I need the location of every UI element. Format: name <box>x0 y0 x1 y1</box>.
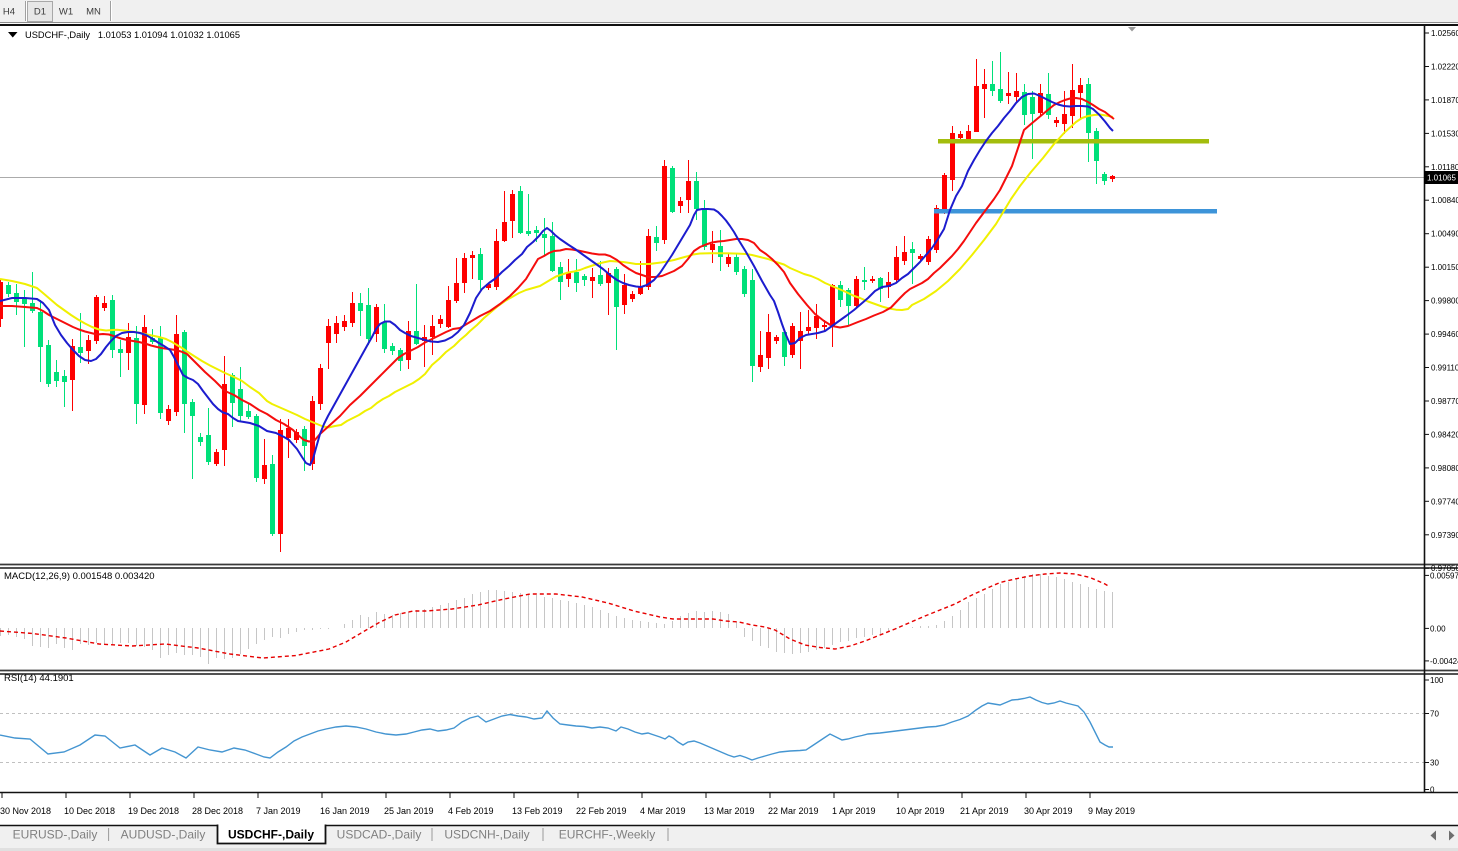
svg-text:4 Mar 2019: 4 Mar 2019 <box>640 806 686 816</box>
svg-text:1.01065: 1.01065 <box>1427 174 1456 183</box>
svg-text:30: 30 <box>1430 759 1439 768</box>
svg-text:30 Apr 2019: 30 Apr 2019 <box>1024 806 1073 816</box>
svg-text:0.99110: 0.99110 <box>1431 364 1458 373</box>
svg-text:4 Feb 2019: 4 Feb 2019 <box>448 806 494 816</box>
svg-text:21 Apr 2019: 21 Apr 2019 <box>960 806 1009 816</box>
svg-text:1.02560: 1.02560 <box>1431 29 1458 38</box>
svg-text:13 Feb 2019: 13 Feb 2019 <box>512 806 563 816</box>
svg-text:0.97740: 0.97740 <box>1431 497 1458 506</box>
svg-text:10 Apr 2019: 10 Apr 2019 <box>896 806 945 816</box>
svg-text:USDCNH-,Daily: USDCNH-,Daily <box>444 828 529 842</box>
svg-text:13 Mar 2019: 13 Mar 2019 <box>704 806 755 816</box>
svg-text:10 Dec 2018: 10 Dec 2018 <box>64 806 115 816</box>
svg-text:1.01180: 1.01180 <box>1431 163 1458 172</box>
svg-text:-0.004243: -0.004243 <box>1430 657 1458 666</box>
svg-text:19 Dec 2018: 19 Dec 2018 <box>128 806 179 816</box>
svg-text:0: 0 <box>1430 786 1435 795</box>
svg-text:EURCHF-,Weekly: EURCHF-,Weekly <box>559 828 655 842</box>
svg-text:EURUSD-,Daily: EURUSD-,Daily <box>13 828 98 842</box>
svg-text:USDCAD-,Daily: USDCAD-,Daily <box>337 828 422 842</box>
svg-text:7 Jan 2019: 7 Jan 2019 <box>256 806 301 816</box>
svg-text:16 Jan 2019: 16 Jan 2019 <box>320 806 370 816</box>
svg-text:AUDUSD-,Daily: AUDUSD-,Daily <box>121 828 206 842</box>
svg-text:W1: W1 <box>59 7 73 18</box>
svg-text:H4: H4 <box>3 7 15 18</box>
svg-text:70: 70 <box>1430 710 1439 719</box>
svg-text:1.00490: 1.00490 <box>1431 230 1458 239</box>
svg-text:0.98080: 0.98080 <box>1431 464 1458 473</box>
svg-text:100: 100 <box>1430 676 1444 685</box>
svg-text:1 Apr 2019: 1 Apr 2019 <box>832 806 876 816</box>
svg-text:1.00840: 1.00840 <box>1431 196 1458 205</box>
svg-text:1.01530: 1.01530 <box>1431 129 1458 138</box>
svg-text:1.02220: 1.02220 <box>1431 63 1458 72</box>
svg-text:28 Dec 2018: 28 Dec 2018 <box>192 806 243 816</box>
svg-text:30 Nov 2018: 30 Nov 2018 <box>0 806 51 816</box>
svg-text:USDCHF-,Daily: USDCHF-,Daily <box>228 828 314 842</box>
svg-text:MACD(12,26,9) 0.001548 0.00342: MACD(12,26,9) 0.001548 0.003420 <box>4 571 155 582</box>
svg-text:D1: D1 <box>34 7 46 18</box>
svg-text:1.01870: 1.01870 <box>1431 96 1458 105</box>
svg-text:22 Feb 2019: 22 Feb 2019 <box>576 806 627 816</box>
svg-text:0.99800: 0.99800 <box>1431 297 1458 306</box>
svg-text:0.97390: 0.97390 <box>1431 531 1458 540</box>
svg-text:0.00: 0.00 <box>1430 624 1446 633</box>
svg-text:MN: MN <box>86 7 101 18</box>
svg-text:9 May 2019: 9 May 2019 <box>1088 806 1135 816</box>
svg-text:USDCHF-,Daily 1.01053 1.0109: USDCHF-,Daily 1.01053 1.01094 1.01032 1.… <box>25 30 240 40</box>
svg-text:0.99460: 0.99460 <box>1431 330 1458 339</box>
svg-text:0.97050: 0.97050 <box>1431 564 1458 573</box>
svg-text:RSI(14) 44.1901: RSI(14) 44.1901 <box>4 673 74 684</box>
svg-text:22 Mar 2019: 22 Mar 2019 <box>768 806 819 816</box>
svg-text:0.98420: 0.98420 <box>1431 430 1458 439</box>
svg-text:1.00150: 1.00150 <box>1431 263 1458 272</box>
svg-text:0.00597: 0.00597 <box>1430 571 1458 580</box>
svg-text:0.98770: 0.98770 <box>1431 397 1458 406</box>
svg-text:25 Jan 2019: 25 Jan 2019 <box>384 806 434 816</box>
